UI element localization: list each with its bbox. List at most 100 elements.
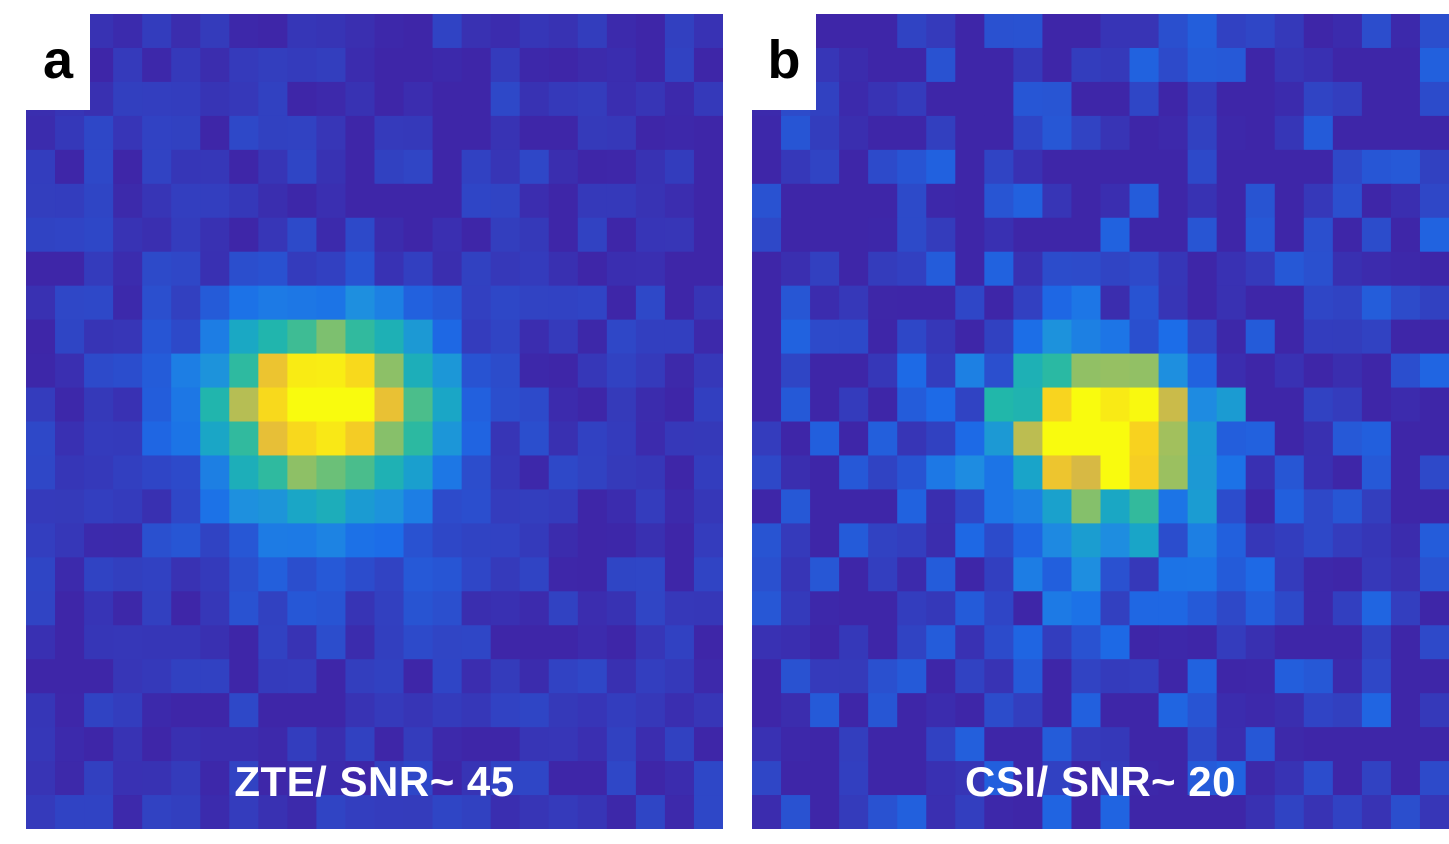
heatmap-pixel [229, 557, 259, 592]
heatmap-pixel [984, 285, 1014, 321]
heatmap-pixel [1071, 659, 1102, 694]
heatmap-pixel [868, 47, 898, 83]
heatmap-pixel [374, 761, 405, 796]
heatmap-pixel [839, 489, 869, 524]
heatmap-pixel [635, 387, 666, 423]
heatmap-pixel [984, 455, 1014, 491]
heatmap-pixel [374, 81, 405, 117]
heatmap-pixel [316, 183, 347, 219]
heatmap-pixel [26, 727, 56, 762]
heatmap-pixel [693, 353, 723, 389]
heatmap-pixel [635, 183, 666, 219]
heatmap-pixel [839, 149, 869, 185]
heatmap-pixel [1419, 421, 1449, 457]
heatmap-pixel [752, 217, 782, 253]
heatmap-pixel [55, 217, 85, 253]
heatmap-pixel [374, 557, 405, 592]
heatmap-pixel [200, 761, 230, 796]
heatmap-pixel [1158, 285, 1189, 321]
heatmap-pixel [1274, 387, 1305, 423]
heatmap-pixel [1100, 693, 1131, 728]
heatmap-pixel [84, 251, 114, 287]
heatmap-pixel [1187, 115, 1218, 151]
heatmap-pixel [1216, 557, 1247, 592]
heatmap-pixel [84, 727, 114, 762]
heatmap-pixel [693, 47, 723, 83]
heatmap-pixel [664, 659, 695, 694]
heatmap-pixel [606, 489, 637, 524]
heatmap-pixel [519, 81, 550, 117]
heatmap-pixel [490, 183, 521, 219]
heatmap-pixel [635, 489, 666, 524]
heatmap-pixel [258, 727, 288, 762]
heatmap-pixel [1013, 693, 1044, 728]
heatmap-pixel [955, 285, 985, 321]
heatmap-pixel [1100, 625, 1131, 660]
heatmap-pixel [984, 149, 1014, 185]
heatmap-pixel [1129, 251, 1160, 287]
heatmap-pixel [258, 319, 288, 355]
heatmap-pixel [432, 523, 463, 558]
heatmap-pixel [1158, 625, 1189, 660]
heatmap-pixel [752, 387, 782, 423]
heatmap-pixel [55, 319, 85, 355]
heatmap-pixel [955, 47, 985, 83]
heatmap-pixel [171, 455, 201, 491]
heatmap-pixel [926, 14, 956, 49]
heatmap-pixel [693, 285, 723, 321]
heatmap-pixel [984, 47, 1014, 83]
heatmap-pixel [781, 285, 811, 321]
heatmap-pixel [664, 14, 695, 49]
heatmap-pixel [142, 523, 172, 558]
heatmap-pixel [432, 727, 463, 762]
heatmap-pixel [1245, 727, 1276, 762]
heatmap-pixel [868, 727, 898, 762]
heatmap-pixel [200, 149, 230, 185]
heatmap-pixel [752, 115, 782, 151]
heatmap-pixel [316, 727, 347, 762]
heatmap-pixel [781, 149, 811, 185]
heatmap-pixel [1332, 285, 1363, 321]
heatmap-pixel [84, 421, 114, 457]
heatmap-pixel [926, 353, 956, 389]
heatmap-pixel [113, 421, 143, 457]
heatmap-pixel [548, 557, 579, 592]
heatmap-pixel [1361, 489, 1392, 524]
heatmap-pixel [171, 319, 201, 355]
heatmap-pixel [403, 727, 434, 762]
heatmap-pixel [1390, 47, 1421, 83]
heatmap-pixel [606, 761, 637, 796]
heatmap-pixel [55, 489, 85, 524]
heatmap-pixel [606, 727, 637, 762]
heatmap-pixel [1042, 81, 1073, 117]
heatmap-pixel [955, 727, 985, 762]
heatmap-pixel [955, 557, 985, 592]
heatmap-pixel [1071, 761, 1102, 796]
heatmap-pixel [897, 353, 927, 389]
heatmap-pixel [1187, 81, 1218, 117]
heatmap-pixel [200, 659, 230, 694]
heatmap-pixel [1419, 319, 1449, 355]
heatmap-pixel [926, 183, 956, 219]
heatmap-pixel [113, 353, 143, 389]
heatmap-pixel [577, 455, 608, 491]
heatmap-pixel [606, 81, 637, 117]
heatmap-pixel [55, 285, 85, 321]
heatmap-pixel [432, 387, 463, 423]
heatmap-pixel [1216, 217, 1247, 253]
heatmap-pixel [577, 81, 608, 117]
heatmap-pixel [606, 47, 637, 83]
heatmap-pixel [926, 727, 956, 762]
heatmap-pixel [403, 795, 434, 829]
heatmap-pixel [693, 625, 723, 660]
heatmap-pixel [664, 625, 695, 660]
heatmap-pixel [781, 251, 811, 287]
heatmap-pixel [316, 319, 347, 355]
heatmap-pixel [229, 115, 259, 151]
heatmap-pixel [1071, 523, 1102, 558]
heatmap-pixel [461, 251, 492, 287]
heatmap-pixel [1129, 693, 1160, 728]
heatmap-pixel [984, 81, 1014, 117]
heatmap-pixel [1303, 795, 1334, 829]
heatmap-pixel [548, 489, 579, 524]
